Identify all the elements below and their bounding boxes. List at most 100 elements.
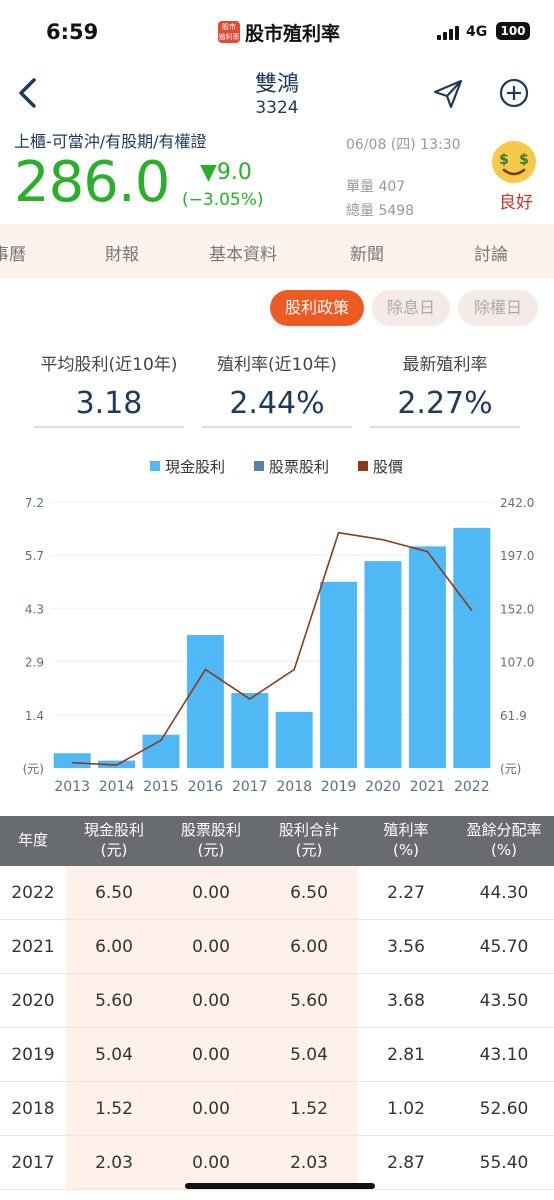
y-right-tick: 152.0 [500, 602, 534, 616]
stat-divider [370, 426, 520, 428]
single-volume: 單量 407 [346, 179, 406, 195]
y-right-tick: 107.0 [500, 656, 534, 670]
column-header: 年度 [17, 831, 48, 849]
avg-dividend-value: 3.18 [75, 386, 143, 421]
price-change-percent: (−3.05%) [182, 190, 264, 210]
table-cell: 2018 [11, 1099, 55, 1119]
app-icon: 股市 殖利率 [218, 21, 240, 43]
yield-10y-value: 2.44% [229, 386, 325, 421]
x-tick-label: 2013 [54, 779, 90, 795]
column-header: 盈餘分配率 (%) [466, 821, 542, 859]
table-cell: 1.52 [95, 1099, 133, 1119]
tab-calendar[interactable]: 事曆 [0, 245, 26, 265]
y-left-tick: 1.4 [25, 709, 44, 723]
table-cell: 1.52 [290, 1099, 328, 1119]
table-cell: 44.30 [479, 883, 529, 903]
total-volume: 總量 5498 [346, 203, 415, 219]
quote-time: 06/08 (四) 13:30 [346, 137, 461, 153]
cash-dividend-bar [186, 635, 224, 768]
ex-rights-button[interactable]: 除權日 [458, 290, 538, 326]
dividend-policy-button[interactable]: 股利政策 [270, 290, 364, 326]
money-face-icon[interactable]: $ $ [490, 140, 538, 184]
price-line [72, 531, 473, 766]
table-cell: 6.50 [290, 883, 328, 903]
status-time: 6:59 [46, 20, 99, 44]
highlight-column-bg [66, 866, 358, 919]
y-left-tick: (元) [23, 762, 44, 776]
table-header: 年度 現金股利 (元) 股票股利 (元) 股利合計 (元) 殖利率 (%) 盈餘分配率 (%) [0, 816, 554, 866]
table-cell: 2.27 [387, 883, 425, 903]
add-icon[interactable] [498, 77, 530, 109]
share-icon[interactable] [432, 78, 464, 110]
quote-panel: 上櫃-可當沖/有股期/有權證 286.0 ▼9.0 (−3.05%) 06/08… [0, 124, 554, 224]
legend-cash[interactable]: 現金股利 [150, 456, 225, 477]
x-tick-label: 2022 [454, 779, 490, 795]
svg-text:$: $ [499, 152, 509, 168]
stock-code: 3324 [255, 98, 299, 118]
legend-stock[interactable]: 股票股利 [254, 456, 329, 477]
dividend-table: 年度 現金股利 (元) 股票股利 (元) 股利合計 (元) 殖利率 (%) 盈餘分配率 (%) 20… [0, 816, 554, 1190]
table-cell: 2021 [11, 937, 55, 957]
table-cell: 5.04 [290, 1045, 328, 1065]
column-header: 股利合計 (元) [278, 821, 339, 859]
app-icon-text-bottom: 殖利率 [218, 33, 240, 41]
highlight-column-bg [66, 1082, 358, 1135]
highlight-column-bg [66, 1028, 358, 1081]
table-cell: 2.87 [387, 1153, 425, 1173]
market-tags: 上櫃-可當沖/有股期/有權證 [14, 132, 207, 151]
stat-divider [34, 426, 184, 428]
table-cell: 43.50 [479, 991, 529, 1011]
table-cell: 2.81 [387, 1045, 425, 1065]
y-left-tick: 7.2 [25, 496, 44, 510]
table-cell: 5.60 [290, 991, 328, 1011]
table-cell: 6.00 [95, 937, 133, 957]
y-left-tick: 5.7 [25, 549, 44, 563]
table-cell: 45.70 [479, 937, 529, 957]
policy-toggle: 股利政策 除息日 除權日 [0, 290, 554, 328]
signal-icon [437, 26, 459, 40]
column-header: 殖利率 (%) [383, 821, 429, 859]
table-cell: 0.00 [192, 1153, 230, 1173]
table-row[interactable]: 2020 5.60 0.00 5.60 3.68 43.50 [0, 974, 554, 1028]
table-row[interactable]: 2018 1.52 0.00 1.52 1.02 52.60 [0, 1082, 554, 1136]
table-cell: 2017 [11, 1153, 55, 1173]
dividend-chart: 7.2 5.7 4.3 2.9 1.4 (元) 242.0 197.0 152.0 107.0 61… [23, 496, 535, 795]
table-row[interactable]: 2022 6.50 0.00 6.50 2.27 44.30 [0, 866, 554, 920]
table-cell: 0.00 [192, 1099, 230, 1119]
table-cell: 5.60 [95, 991, 133, 1011]
x-tick-label: 2016 [188, 779, 224, 795]
stat-divider [202, 426, 352, 428]
rating-label: 良好 [499, 193, 533, 213]
svg-text:$: $ [519, 152, 529, 168]
yield-10y-label: 殖利率(近10年) [217, 355, 337, 375]
cash-dividend-bar [320, 581, 358, 768]
table-cell: 5.04 [95, 1045, 133, 1065]
avg-dividend-label: 平均股利(近10年) [40, 355, 178, 375]
ex-dividend-button[interactable]: 除息日 [372, 290, 450, 326]
legend-price[interactable]: 股價 [358, 456, 403, 477]
tab-basic-info[interactable]: 基本資料 [209, 245, 277, 265]
y-right-tick: 61.9 [500, 709, 527, 723]
back-arrow-icon[interactable] [14, 76, 44, 110]
tab-financials[interactable]: 財報 [105, 245, 139, 265]
column-header: 現金股利 (元) [83, 821, 144, 859]
table-cell: 3.68 [387, 991, 425, 1011]
home-indicator[interactable] [185, 1183, 375, 1189]
table-cell: 3.56 [387, 937, 425, 957]
x-tick-label: 2015 [143, 779, 179, 795]
y-right-tick: 242.0 [500, 496, 534, 510]
stock-price: 286.0 [14, 150, 170, 215]
tab-news[interactable]: 新聞 [350, 245, 384, 265]
chart-legend: 現金股利 股票股利 股價 [0, 454, 554, 478]
latest-yield-value: 2.27% [397, 386, 493, 421]
table-row[interactable]: 2021 6.00 0.00 6.00 3.56 45.70 [0, 920, 554, 974]
cash-dividend-bar [408, 546, 446, 768]
highlight-column-bg [66, 920, 358, 973]
tab-discussion[interactable]: 討論 [474, 245, 508, 265]
x-tick-label: 2018 [276, 779, 312, 795]
table-row[interactable]: 2019 5.04 0.00 5.04 2.81 43.10 [0, 1028, 554, 1082]
latest-yield-label: 最新殖利率 [402, 355, 488, 375]
stock-name: 雙鴻 [254, 72, 299, 97]
status-bar: 6:59 股市 殖利率 股市殖利率 4G 100 [0, 0, 554, 62]
table-row[interactable]: 2017 2.03 0.00 2.03 2.87 55.40 [0, 1136, 554, 1190]
